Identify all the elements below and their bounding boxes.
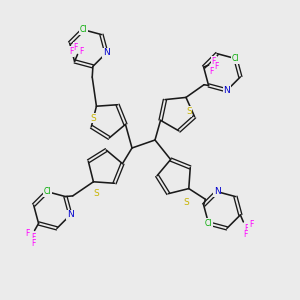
Text: Cl: Cl bbox=[79, 25, 87, 34]
Text: F: F bbox=[74, 43, 78, 52]
Text: Cl: Cl bbox=[205, 219, 212, 228]
Text: F: F bbox=[80, 47, 84, 56]
Text: F: F bbox=[244, 224, 248, 233]
Text: F: F bbox=[32, 239, 36, 248]
Text: S: S bbox=[186, 107, 192, 116]
Text: N: N bbox=[67, 210, 74, 219]
Text: F: F bbox=[249, 220, 254, 230]
Text: N: N bbox=[214, 187, 220, 196]
Text: N: N bbox=[224, 86, 230, 95]
Text: Cl: Cl bbox=[232, 54, 239, 63]
Text: S: S bbox=[91, 114, 96, 123]
Text: Cl: Cl bbox=[43, 187, 51, 196]
Text: N: N bbox=[103, 48, 110, 57]
Text: F: F bbox=[69, 47, 74, 56]
Text: S: S bbox=[94, 189, 99, 198]
Text: F: F bbox=[243, 230, 247, 239]
Text: F: F bbox=[26, 229, 30, 238]
Text: F: F bbox=[214, 61, 219, 70]
Text: F: F bbox=[209, 67, 214, 76]
Text: F: F bbox=[32, 233, 36, 242]
Text: S: S bbox=[183, 198, 189, 207]
Text: F: F bbox=[212, 57, 216, 66]
